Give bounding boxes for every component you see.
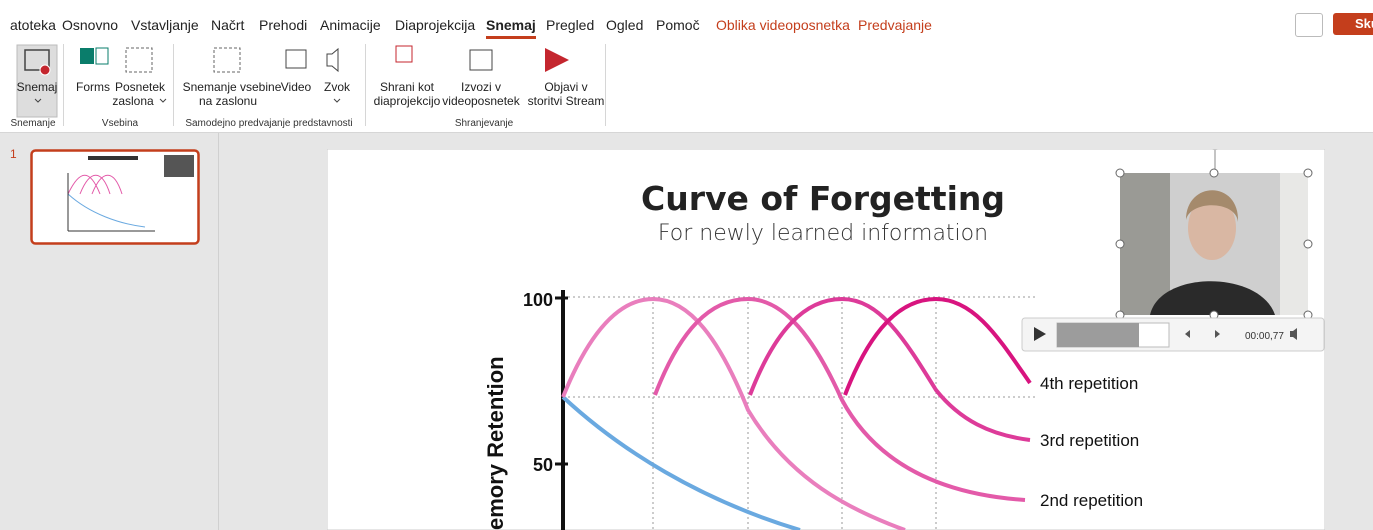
handle[interactable] [1116,240,1124,248]
tab[interactable]: atoteka [10,17,56,33]
button-label[interactable]: Objavi v [544,80,587,94]
ribbon: Snemaj Forms Posnetek zaslona Snemanje v… [0,40,1373,133]
dropdown-chevron[interactable] [334,99,340,102]
thumbnail-pane: 1 [0,133,219,530]
y-tick-label: 100 [523,290,553,310]
icon [545,48,569,72]
video-object[interactable] [1116,149,1312,319]
button-label[interactable]: Shrani kot [380,80,434,94]
curve-label: 4th repetition [1040,374,1138,393]
handle[interactable] [1304,240,1312,248]
separator [605,44,606,126]
button-label[interactable]: Snemaj [17,80,58,94]
tab[interactable]: Predvajanje [858,17,932,33]
button-label[interactable]: zaslona [112,94,153,108]
thumbnail-title [88,156,138,160]
button-label[interactable]: storitvi Stream [528,94,605,108]
handle[interactable] [1116,169,1124,177]
slide-title: Curve of Forgetting [641,179,1005,218]
handle[interactable] [1304,169,1312,177]
slide-subtitle: For newly learned information [658,221,988,246]
menu-bar: atoteka Osnovno Vstavljanje Načrt Prehod… [0,0,1373,40]
comments-button[interactable] [1295,13,1323,37]
separator [365,44,366,126]
button-label[interactable]: Video [281,80,311,94]
curve-label: 3rd repetition [1040,431,1139,450]
tab[interactable]: Pomoč [656,17,700,33]
tab[interactable]: Pregled [546,17,594,33]
powerpoint-window: atoteka Osnovno Vstavljanje Načrt Prehod… [0,0,1373,530]
icon [214,48,240,72]
media-player: 00:00,77 [1022,318,1324,351]
tab[interactable]: Diaprojekcija [395,17,475,33]
thumbnail-video [164,155,194,177]
icon [470,50,492,70]
icon [327,49,338,71]
tab[interactable]: Načrt [211,17,244,33]
icon [96,48,108,64]
slide-number: 1 [10,147,17,161]
button-label[interactable]: Izvozi v [461,80,501,94]
button-label[interactable]: diaprojekcijo [374,94,441,108]
button-label[interactable]: videoposnetek [442,94,519,108]
button-label[interactable]: Zvok [324,80,350,94]
handle[interactable] [1210,169,1218,177]
button-label[interactable]: Forms [76,80,110,94]
y-tick-label: 50 [533,455,553,475]
button-label[interactable]: Posnetek [115,80,165,94]
video-background [1120,173,1170,315]
tab[interactable]: Animacije [320,17,381,33]
progress-fill [1057,323,1139,347]
tab[interactable]: Ogled [606,17,643,33]
separator [63,44,64,126]
icon [286,50,306,68]
icon [80,48,94,64]
tab[interactable]: Prehodi [259,17,307,33]
separator [173,44,174,126]
icon [126,48,152,72]
group-label: Vsebina [102,118,138,129]
slide-thumbnail[interactable] [30,149,200,245]
button-label[interactable]: Snemanje vsebine [183,80,282,94]
group-label: Shranjevanje [455,118,513,129]
icon [40,65,50,75]
group-label: Snemanje [10,118,55,129]
curve-label: 2nd repetition [1040,491,1143,510]
button-label[interactable]: na zaslonu [199,94,257,108]
slide: Curve of Forgetting For newly learned in… [327,149,1325,530]
icon [396,46,412,62]
tab[interactable]: Oblika videoposnetka [716,17,850,33]
tab[interactable]: Osnovno [62,17,118,33]
tab[interactable]: Vstavljanje [131,17,199,33]
group-label: Samodejno predvajanje predstavnosti [185,118,352,129]
time-display: 00:00,77 [1245,331,1284,342]
tab-active[interactable]: Snemaj [486,17,536,39]
y-axis-label: emory Retention [483,356,508,530]
dropdown-chevron[interactable] [160,99,166,102]
share-button[interactable]: Sku [1333,13,1373,35]
